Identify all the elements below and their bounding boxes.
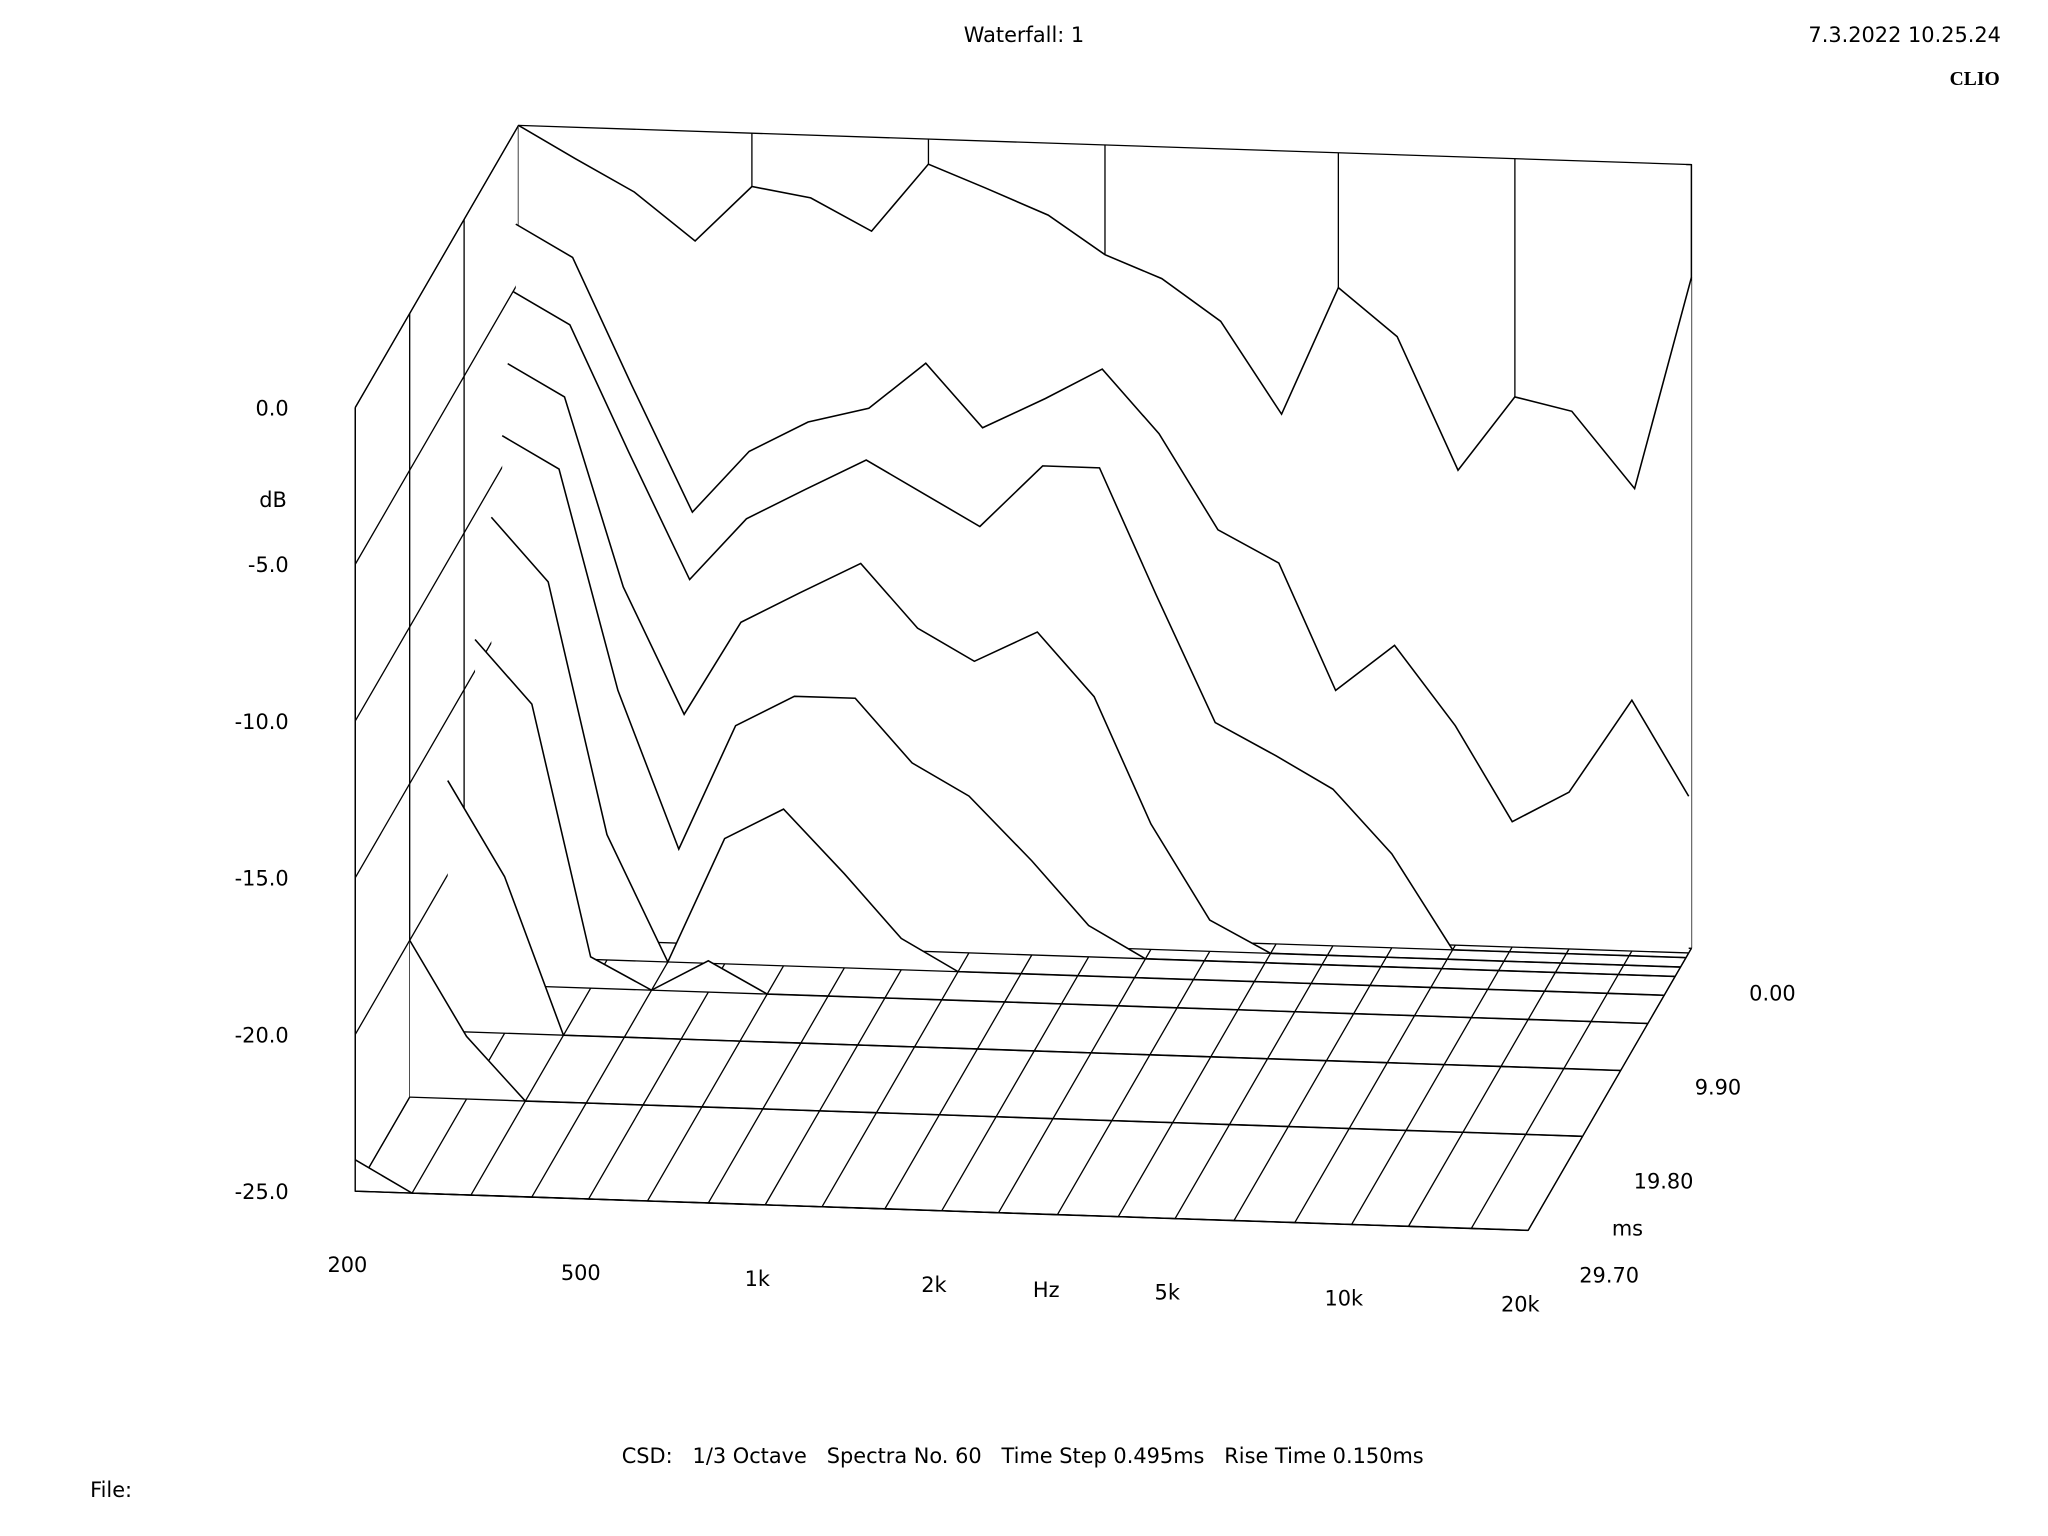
spectrum [490,516,1665,997]
z-tick-label: 9.90 [1695,1076,1741,1100]
front-edge [354,407,1692,1232]
x-tick-label: 2k [921,1273,947,1297]
x-tick-label: 1k [745,1267,771,1291]
grid-line [354,438,520,722]
y-tick-label: 0.0 [255,396,288,420]
z-axis-label: ms [1612,1217,1643,1241]
spectrum [518,124,1693,491]
x-tick-label: 500 [561,1261,601,1285]
z-tick-label: 29.70 [1579,1264,1639,1288]
y-tick-label: -10.0 [235,710,289,734]
slice-fill [491,517,1665,996]
x-tick-label: 10k [1324,1286,1364,1310]
z-tick-label: 19.80 [1634,1170,1694,1194]
x-tick-label: 20k [1501,1292,1541,1316]
spectrum [507,362,1681,968]
spectrum [515,223,1690,823]
x-axis-label: Hz [1033,1278,1060,1302]
y-tick-label: -15.0 [235,867,289,891]
grid-line [354,125,520,408]
y-tick-label: -5.0 [248,553,289,577]
spectrum [474,638,1648,1025]
grid-line [354,595,520,879]
chart-title: Waterfall: 1 [964,23,1084,47]
brand: CLIO [1950,69,2000,90]
file-label: File: [90,1478,132,1502]
slice-fill [475,639,1648,1024]
y-tick-label: -20.0 [235,1023,289,1047]
x-tick-label: 200 [327,1253,367,1277]
timestamp: 7.3.2022 10.25.24 [1808,23,2001,47]
spectrum [447,780,1621,1072]
spectrum [409,940,1583,1138]
y-axis-label: dB [259,488,287,512]
spectrum [501,435,1676,978]
x-tick-label: 5k [1155,1281,1181,1305]
grid-line [354,281,520,565]
footer: CSD: 1/3 Octave Spectra No. 60 Time Step… [622,1444,1424,1468]
spectrum [512,290,1686,959]
z-tick-label: 0.00 [1749,981,1795,1005]
y-tick-label: -25.0 [235,1180,289,1204]
